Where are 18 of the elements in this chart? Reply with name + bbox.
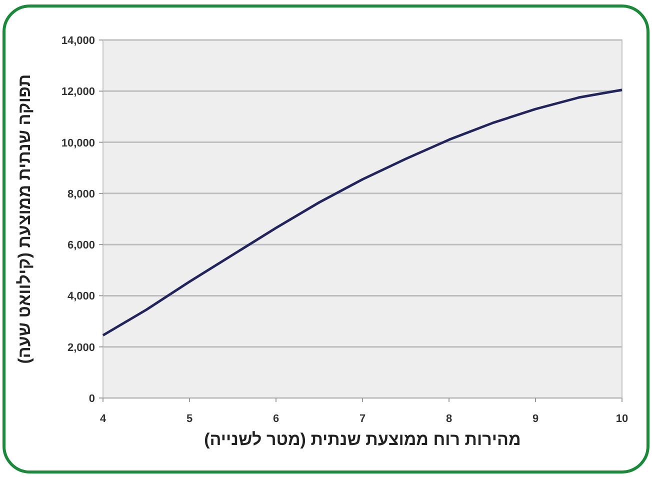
x-axis-title: מהירות רוח ממוצעת שנתית (מטר לשנייה): [204, 430, 521, 449]
y-axis-title: תפוקה שנתית ממוצעת (קילוואט שעה): [15, 74, 34, 364]
x-tick-label: 7: [359, 413, 366, 425]
y-tick-label: 14,000: [61, 35, 95, 47]
line-series: [102, 88, 624, 337]
y-tick-label: 10,000: [61, 137, 95, 150]
x-tick-label: 8: [446, 413, 452, 425]
y-tick-label: 12,000: [61, 86, 95, 98]
x-tick-label: 6: [272, 413, 280, 425]
x-tick-label: 4: [100, 413, 107, 425]
y-tick-label: 6,000: [67, 240, 95, 252]
y-tick-label: 2,000: [67, 342, 95, 354]
y-tick-label: 0: [88, 393, 95, 405]
x-tick-label: 10: [616, 413, 628, 425]
y-tick-label: 8,000: [67, 188, 95, 200]
y-tick-label: 4,000: [67, 290, 95, 303]
x-tick-label: 9: [532, 413, 539, 425]
x-tick-label: 5: [186, 413, 193, 425]
